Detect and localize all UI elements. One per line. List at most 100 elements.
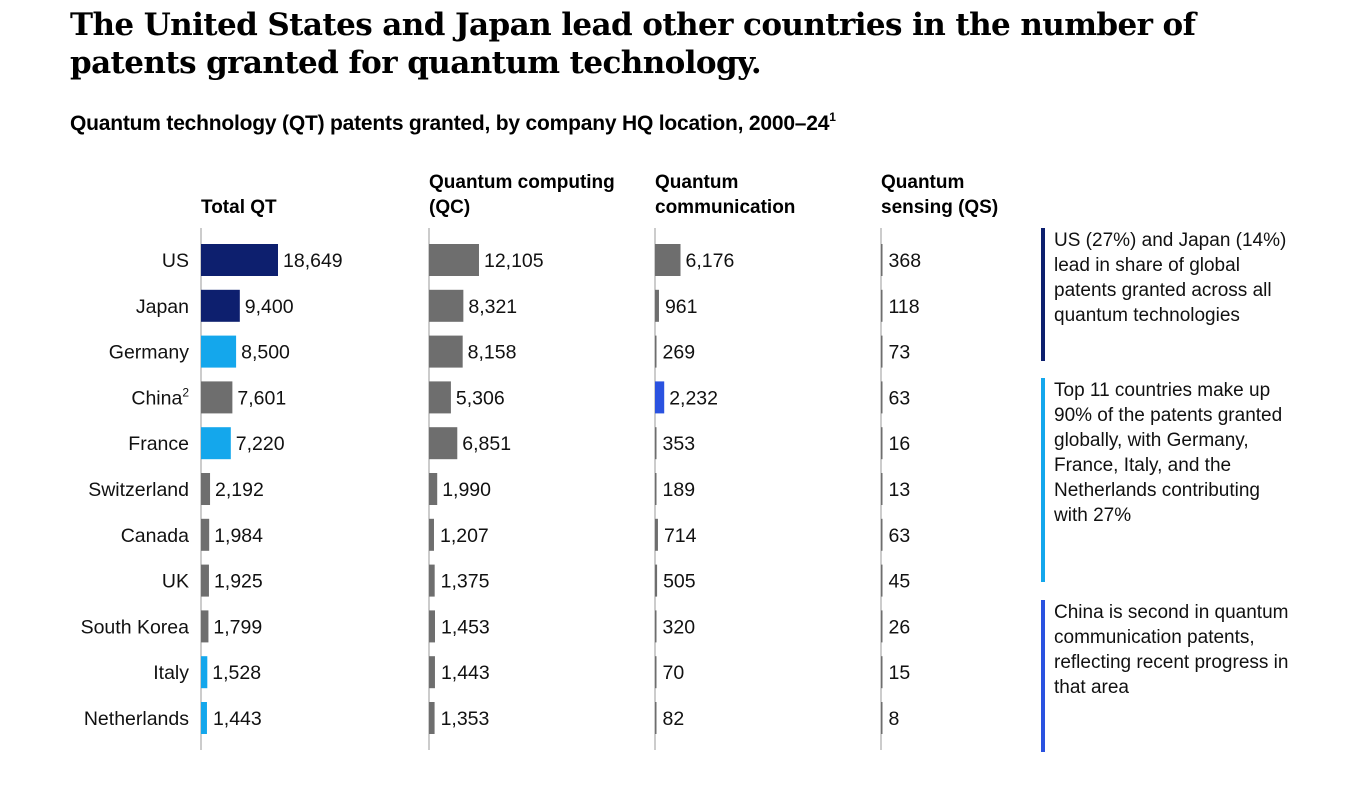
value-label-quantum-computing-qc-france: 6,851 [462,433,511,455]
bar-quantum-computing-qc-south-korea [429,610,435,643]
value-label-quantum-sensing-qs-us: 368 [889,250,922,272]
value-label-quantum-computing-qc-canada: 1,207 [440,525,489,547]
category-label-uk: UK [162,571,189,593]
bar-quantum-sensing-qs-china [881,381,883,414]
value-label-quantum-communication-france: 353 [663,433,696,455]
value-label-quantum-communication-netherlands: 82 [663,708,685,730]
value-label-quantum-communication-canada: 714 [664,525,697,547]
note-us-japan-text: US (27%) and Japan (14%) lead in share o… [1054,230,1287,326]
bar-quantum-communication-switzerland [655,473,657,505]
value-label-quantum-computing-qc-japan: 8,321 [468,296,517,318]
value-label-total-qt-japan: 9,400 [245,296,294,318]
value-label-total-qt-canada: 1,984 [214,525,263,547]
value-label-quantum-sensing-qs-italy: 15 [889,662,911,684]
category-label-switzerland: Switzerland [88,479,189,501]
bar-total-qt-us [201,244,278,276]
column-header-quantum-sensing: Quantum sensing (QS) [881,172,999,218]
value-label-quantum-sensing-qs-japan: 118 [889,296,920,318]
value-label-quantum-computing-qc-china: 5,306 [456,387,505,409]
value-label-quantum-sensing-qs-germany: 73 [889,342,911,364]
column-header-quantum-communication: Quantum communication [655,172,796,218]
value-label-quantum-sensing-qs-south-korea: 26 [889,616,911,638]
bar-quantum-communication-uk [655,564,658,597]
value-label-total-qt-uk: 1,925 [214,571,263,593]
bar-quantum-computing-qc-japan [429,289,464,322]
bar-quantum-communication-japan [655,289,659,322]
bar-quantum-computing-qc-switzerland [429,473,438,505]
bar-total-qt-uk [201,564,209,597]
chart-title: The United States and Japan lead other c… [70,7,1196,81]
note-top-11-text: Top 11 countries make up 90% of the pate… [1054,380,1283,526]
value-label-quantum-computing-qc-germany: 8,158 [468,342,517,364]
bar-quantum-computing-qc-uk [429,564,435,597]
bar-quantum-communication-canada [655,518,658,551]
bar-quantum-communication-netherlands [655,702,657,734]
value-label-quantum-communication-germany: 269 [663,342,696,364]
value-label-quantum-communication-us: 6,176 [686,250,735,272]
value-label-quantum-sensing-qs-canada: 63 [889,525,911,547]
bar-quantum-communication-south-korea [655,610,657,643]
column-header-quantum-computing: Quantum computing (QC) [429,172,615,218]
bar-quantum-sensing-qs-uk [881,564,883,597]
column-header-total-qt: Total QT [201,197,277,218]
bar-quantum-communication-france [655,427,657,460]
bar-quantum-communication-italy [655,656,657,689]
value-label-quantum-computing-qc-italy: 1,443 [441,662,490,684]
bar-quantum-sensing-qs-south-korea [881,610,883,643]
note-us-japan-accent [1041,228,1045,361]
bar-quantum-communication-us [655,244,681,276]
value-label-quantum-computing-qc-netherlands: 1,353 [441,708,490,730]
value-label-quantum-communication-uk: 505 [663,571,696,593]
value-label-total-qt-us: 18,649 [283,250,343,272]
value-label-quantum-communication-japan: 961 [665,296,698,318]
chart-subtitle: Quantum technology (QT) patents granted,… [70,110,836,136]
category-label-france: France [128,433,189,455]
bar-quantum-computing-qc-china [429,381,451,414]
bar-quantum-computing-qc-us [429,244,479,276]
value-label-quantum-communication-switzerland: 189 [663,479,696,501]
category-label-italy: Italy [153,662,189,684]
value-label-quantum-communication-italy: 70 [663,662,685,684]
value-label-total-qt-italy: 1,528 [212,662,261,684]
note-china-text: China is second in quantum communication… [1054,602,1289,698]
category-label-japan: Japan [136,296,189,318]
bar-quantum-computing-qc-canada [429,518,434,551]
value-label-quantum-computing-qc-uk: 1,375 [441,571,490,593]
category-footnote-china: 2 [182,385,189,399]
bar-quantum-communication-china [655,381,665,414]
value-label-quantum-sensing-qs-uk: 45 [889,571,911,593]
value-label-quantum-sensing-qs-france: 16 [889,433,911,455]
bar-quantum-sensing-qs-us [881,244,883,276]
bar-quantum-sensing-qs-france [881,427,883,460]
bar-quantum-sensing-qs-japan [881,289,883,322]
value-label-quantum-sensing-qs-china: 63 [889,387,911,409]
bar-total-qt-germany [201,335,237,368]
value-label-total-qt-switzerland: 2,192 [215,479,264,501]
bar-total-qt-switzerland [201,473,211,505]
note-us-japan: US (27%) and Japan (14%) lead in share o… [1041,228,1294,361]
bar-quantum-sensing-qs-switzerland [881,473,883,505]
bar-quantum-sensing-qs-netherlands [881,702,883,734]
bar-quantum-communication-germany [655,335,657,368]
bar-quantum-sensing-qs-italy [881,656,883,689]
value-label-quantum-sensing-qs-netherlands: 8 [889,708,900,730]
bar-quantum-sensing-qs-canada [881,518,883,551]
bar-quantum-sensing-qs-germany [881,335,883,368]
value-label-total-qt-netherlands: 1,443 [213,708,262,730]
bar-total-qt-netherlands [201,702,207,734]
bar-quantum-computing-qc-netherlands [429,702,435,734]
category-label-canada: Canada [121,525,189,547]
category-label-south-korea: South Korea [81,616,190,638]
subtitle-text: Quantum technology (QT) patents granted,… [70,112,830,135]
value-label-total-qt-south-korea: 1,799 [213,616,262,638]
value-label-quantum-communication-south-korea: 320 [663,616,696,638]
note-china-accent [1041,600,1045,752]
value-label-quantum-sensing-qs-switzerland: 13 [889,479,911,501]
bar-total-qt-south-korea [201,610,209,643]
bar-quantum-computing-qc-france [429,427,458,460]
value-label-total-qt-france: 7,220 [236,433,285,455]
bar-total-qt-canada [201,518,210,551]
value-label-quantum-computing-qc-south-korea: 1,453 [441,616,490,638]
value-label-quantum-computing-qc-us: 12,105 [484,250,544,272]
